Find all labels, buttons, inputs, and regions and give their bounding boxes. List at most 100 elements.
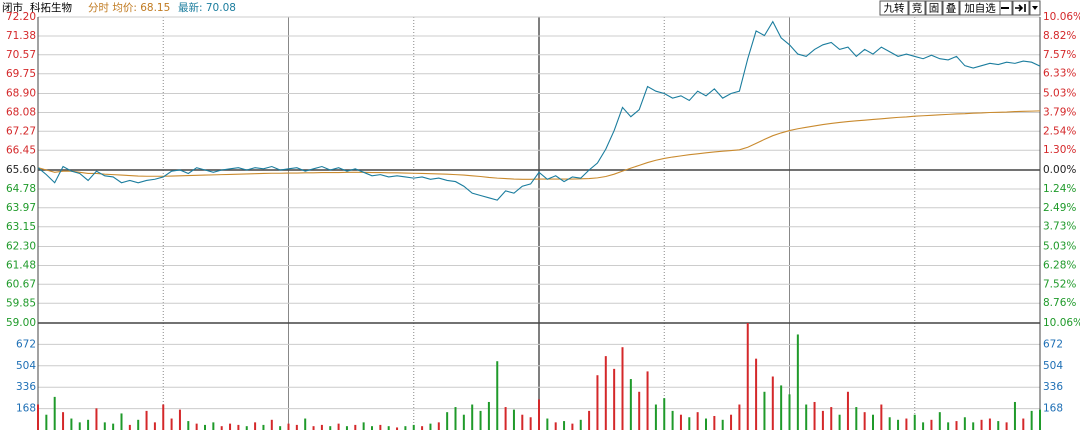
volume-bar [646, 371, 649, 430]
volume-bar [220, 426, 223, 430]
volume-bar [421, 426, 424, 430]
volume-tick-label-right: 504 [1043, 360, 1063, 372]
volume-bar [396, 427, 399, 430]
volume-bar [446, 412, 449, 430]
volume-bar [538, 399, 540, 430]
volume-bar [855, 407, 858, 430]
volume-bar [805, 404, 808, 430]
price-line [37, 20, 1041, 201]
toolbar-button[interactable] [908, 0, 926, 16]
volume-bar [755, 358, 758, 430]
volume-bar [1013, 401, 1016, 430]
y2-tick-label: 8.82% [1043, 30, 1076, 42]
volume-bar [563, 421, 566, 430]
volume-bar [679, 414, 682, 430]
y2-tick-label: 8.76% [1043, 297, 1076, 309]
volume-bar [345, 426, 348, 430]
volume-bar [429, 423, 432, 430]
y-tick-label: 67.27 [6, 125, 36, 137]
y-tick-label: 63.15 [6, 221, 36, 233]
volume-bar [963, 417, 966, 430]
volume-bar [454, 407, 457, 430]
volume-bar [588, 410, 591, 430]
volume-bar [671, 410, 674, 430]
y2-tick-label: 2.54% [1043, 125, 1076, 137]
volume-bar [212, 422, 215, 430]
volume-bar [696, 412, 699, 430]
volume-bar [780, 385, 783, 430]
volume-bar [663, 398, 666, 430]
y-tick-label: 62.30 [6, 241, 36, 253]
volume-bar [613, 368, 616, 430]
volume-bar [187, 421, 190, 430]
toolbar-button-label[interactable]: 竞 [912, 2, 923, 15]
latest-price-label: 最新: 70.08 [178, 1, 236, 14]
volume-bar [721, 419, 724, 430]
volume-bar [571, 423, 574, 430]
volume-bar [621, 347, 624, 430]
volume-bar [487, 401, 490, 430]
volume-bar [153, 422, 156, 430]
volume-bar [512, 409, 515, 430]
volume-bar [579, 419, 582, 430]
volume-bar [997, 421, 1000, 430]
volume-bar [95, 408, 98, 430]
volume-bar [629, 379, 632, 430]
volume-bar [362, 422, 365, 430]
toolbar-button-label[interactable]: 九转 [884, 2, 905, 15]
toolbar-button[interactable] [879, 0, 909, 16]
volume-bar [813, 401, 816, 430]
avg-price-label: 分时 均价: 68.15 [88, 2, 170, 14]
volume-bar [103, 422, 106, 430]
volume-bar [479, 410, 482, 430]
volume-bar [387, 426, 390, 430]
y2-tick-label: 10.06% [1043, 11, 1080, 23]
volume-bar [37, 404, 39, 430]
volume-bar [604, 356, 607, 430]
toolbar-button[interactable] [942, 0, 960, 16]
menu-icon [1032, 6, 1038, 10]
y-tick-label: 65.60 [6, 164, 36, 176]
volume-bar [1039, 409, 1041, 430]
y2-tick-label: 6.33% [1043, 68, 1076, 80]
volume-bar [705, 418, 707, 430]
volume-bar [930, 419, 933, 430]
toolbar-button-label[interactable]: 叠 [946, 3, 957, 15]
y-tick-label: 59.85 [6, 297, 36, 309]
volume-bar [988, 418, 991, 430]
volume-bar [905, 418, 908, 430]
volume-bar [554, 422, 557, 430]
volume-bar [888, 417, 891, 430]
volume-bar [354, 424, 357, 430]
volume-bar [638, 391, 641, 430]
volume-bar [128, 424, 131, 430]
volume-bar [279, 426, 282, 430]
volume-bar [204, 424, 206, 430]
volume-tick-label: 672 [16, 338, 36, 350]
volume-bar [846, 391, 849, 430]
y-tick-label: 59.00 [6, 317, 36, 329]
volume-bar [195, 423, 198, 430]
volume-bar [830, 407, 833, 430]
toolbar-button-label[interactable]: 加自选 [964, 2, 996, 15]
volume-bar [730, 414, 733, 430]
status: 闭市 [2, 1, 23, 14]
y-tick-label: 63.97 [6, 202, 36, 214]
y2-tick-label: 3.79% [1043, 106, 1076, 118]
volume-bar [462, 414, 465, 430]
y2-tick-label: 1.30% [1043, 144, 1076, 156]
toolbar-button-label[interactable]: 固 [929, 3, 940, 15]
y-tick-label: 68.08 [6, 107, 36, 119]
volume-bar [262, 424, 265, 430]
volume-bar [955, 421, 958, 430]
volume-tick-label: 504 [16, 360, 36, 372]
volume-bar [504, 407, 507, 430]
volume-bar [70, 418, 73, 430]
volume-bar [178, 409, 181, 430]
volume-bar [254, 422, 257, 430]
volume-bar [796, 334, 799, 430]
toolbar-button[interactable] [959, 0, 1001, 16]
toolbar-button[interactable] [925, 0, 943, 16]
volume-tick-label-right: 168 [1043, 403, 1063, 415]
